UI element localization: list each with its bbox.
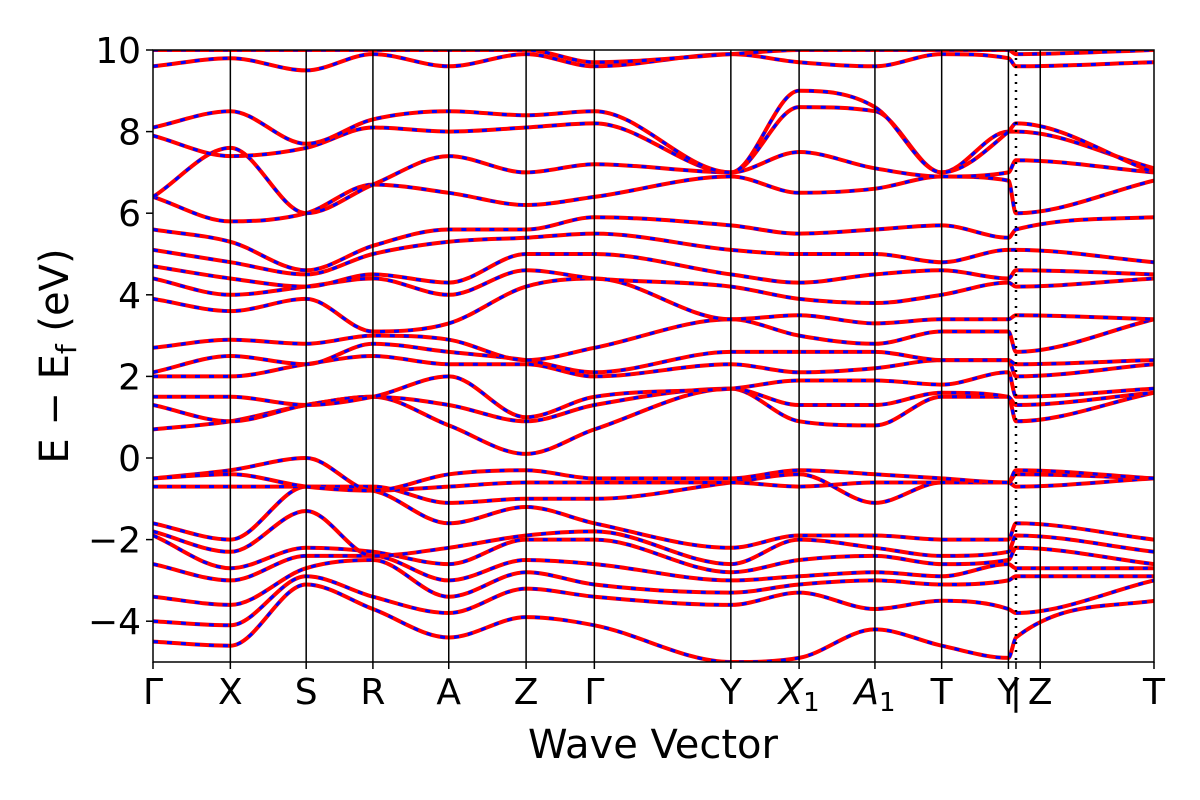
band-23-line [153, 105, 1154, 175]
y-tick-label: 2 [118, 357, 141, 398]
band-23-overlay [153, 105, 1154, 174]
band-18-overlay [153, 252, 1154, 289]
band-22-overlay [153, 146, 1154, 215]
band-10-line [153, 386, 1154, 456]
x-axis-title: Wave Vector [528, 722, 779, 768]
y-tick-label: 10 [95, 31, 141, 72]
band-2-overlay [153, 558, 1154, 607]
y-tick-label: 8 [118, 113, 141, 154]
y-axis-title-sub: f [50, 343, 83, 354]
band-24-overlay [153, 89, 1154, 174]
band-5-overlay [153, 509, 1154, 566]
plot-frame [152, 49, 1155, 663]
y-tick-label: −4 [88, 602, 141, 643]
x-tick-label: T [1142, 672, 1166, 713]
band-9-line [153, 468, 1154, 493]
x-tick-label: Y [719, 672, 743, 713]
band-14-line [153, 341, 1154, 375]
band-3-overlay [153, 554, 1154, 582]
bands [153, 50, 1154, 662]
y-tick-label: 4 [118, 276, 141, 317]
x-axis-ticks: Γ X S R A Z Γ Y X1 A1 T Y| Z T [143, 662, 1166, 718]
band-20-overlay [153, 215, 1154, 272]
y-axis-title-tail: (eV) [32, 248, 78, 344]
band-6-overlay [153, 485, 1154, 550]
x-tick-label: T [930, 672, 954, 713]
x-tick-label: Γ [143, 672, 163, 713]
band-15-overlay [153, 317, 1154, 362]
y-tick-label: −2 [88, 521, 141, 562]
band-1-overlay [153, 574, 1154, 627]
band-26-overlay [153, 50, 1154, 64]
x-tick-label: A1 [852, 672, 895, 718]
band-0-overlay [153, 583, 1154, 662]
x-tick-label: A [436, 672, 461, 713]
band-0-line [153, 582, 1154, 662]
x-tick-label: | [1010, 672, 1022, 713]
x-tick-label: Z [514, 672, 539, 713]
x-tick-label: X1 [776, 672, 819, 718]
x-tick-label: S [295, 672, 318, 713]
y-axis-ticks: −4 −2 0 2 4 6 8 10 [88, 31, 153, 643]
band-4-overlay [153, 534, 1154, 574]
y-axis-title-main: E − E [32, 354, 78, 464]
band-2-line [153, 558, 1154, 607]
y-tick-label: 0 [118, 439, 141, 480]
kpoint-lines [229, 50, 1041, 662]
band-14-overlay [153, 342, 1154, 374]
band-12-overlay [153, 370, 1154, 419]
band-20-line [153, 215, 1154, 273]
band-21-overlay [153, 175, 1154, 223]
x-tick-label: X [218, 672, 243, 713]
x-tick-label: Y [996, 672, 1020, 713]
y-tick-label: 6 [118, 194, 141, 235]
band-16-overlay [153, 277, 1154, 333]
x-tick-label: Γ [584, 672, 604, 713]
band-15-line [153, 317, 1154, 363]
y-axis-title: E − Ef (eV) [32, 248, 83, 463]
x-tick-label: Z [1028, 672, 1053, 713]
x-tick-label: R [360, 672, 385, 713]
